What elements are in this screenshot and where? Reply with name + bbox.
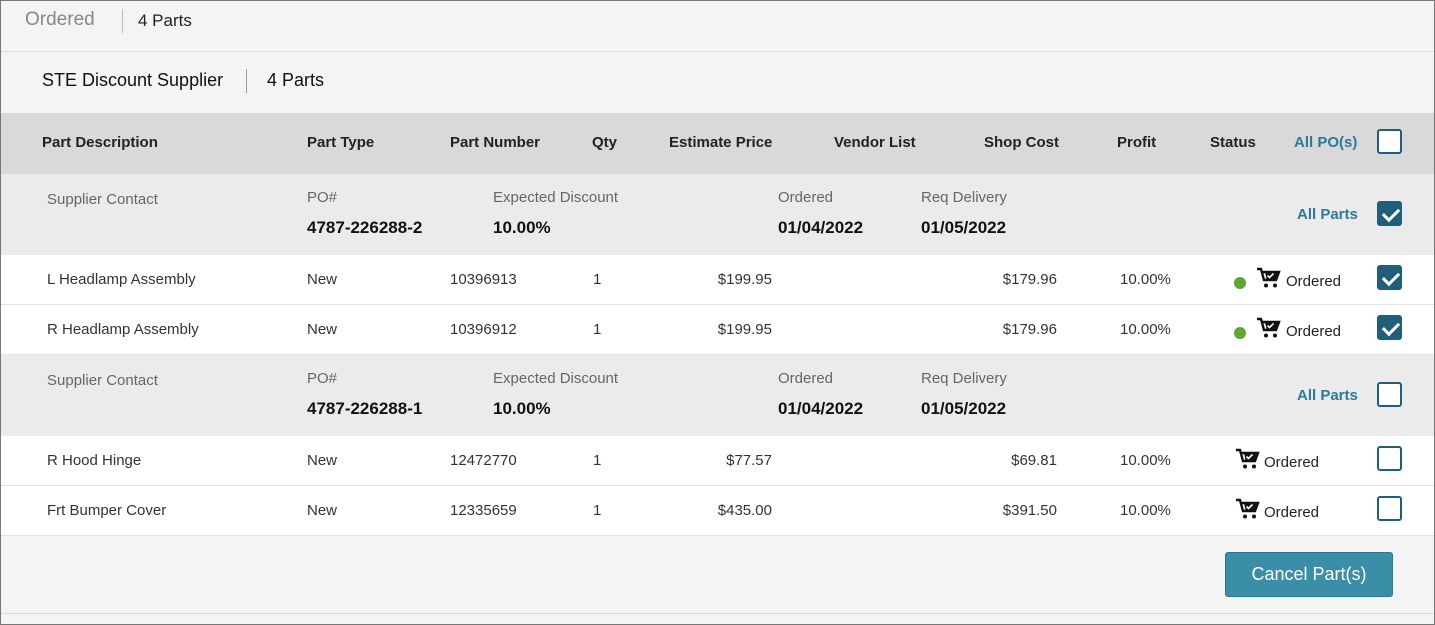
po-number-label: PO# (307, 189, 338, 206)
part-number: 10396912 (450, 321, 517, 338)
expected-discount-label: Expected Discount (493, 189, 619, 206)
po-number: 4787-226288-2 (307, 218, 423, 237)
expected-discount-label: Expected Discount (493, 370, 619, 387)
status-text: Ordered (1286, 323, 1342, 340)
ordered-date: 01/04/2022 (778, 218, 864, 237)
status-dot (1234, 327, 1246, 339)
ordered-date-label: Ordered (778, 370, 834, 387)
part-number: 10396913 (450, 271, 517, 288)
part-select-checkbox[interactable] (1377, 315, 1402, 340)
header-divider (122, 9, 123, 33)
col-estimate-price: Estimate Price (669, 134, 773, 151)
status-dot (1234, 277, 1246, 289)
part-row: R Hood Hinge New 12472770 1 $77.57 $69.81 10.0… (1, 436, 1434, 486)
part-description: L Headlamp Assembly (47, 271, 196, 288)
part-type: New (307, 271, 338, 288)
supplier-name: STE Discount Supplier (42, 70, 224, 90)
ordered-title: Ordered (25, 9, 95, 30)
all-parts-label[interactable]: All Parts (1297, 387, 1358, 404)
supplier-contact-label: Supplier Contact (47, 372, 158, 389)
supplier-header: STE Discount Supplier 4 Parts (1, 53, 1434, 113)
req-delivery-label: Req Delivery (921, 370, 1007, 387)
cart-ordered-icon (1235, 448, 1261, 470)
estimate-price: $77.57 (726, 452, 772, 469)
cancel-parts-button[interactable]: Cancel Part(s) (1225, 552, 1393, 597)
all-parts-checkbox[interactable] (1377, 201, 1402, 226)
shop-cost: $179.96 (1002, 321, 1057, 338)
all-parts-checkbox[interactable] (1377, 382, 1402, 407)
cart-ordered-icon (1256, 267, 1282, 289)
profit: 10.00% (1120, 321, 1171, 338)
req-delivery-date: 01/05/2022 (921, 218, 1007, 237)
status-cell: Ordered (1233, 317, 1353, 343)
status-text: Ordered (1286, 273, 1342, 290)
status-text: Ordered (1264, 454, 1320, 471)
req-delivery-label: Req Delivery (921, 189, 1007, 206)
status-cell: Ordered (1233, 498, 1353, 524)
part-select-checkbox[interactable] (1377, 496, 1402, 521)
po-group-row: Supplier Contact PO# 4787-226288-2 Expected… (1, 174, 1434, 255)
ordered-date: 01/04/2022 (778, 399, 864, 418)
all-parts-label[interactable]: All Parts (1297, 206, 1358, 223)
part-select-checkbox[interactable] (1377, 446, 1402, 471)
part-qty: 1 (593, 321, 602, 338)
part-number: 12335659 (450, 502, 517, 519)
col-vendor-list: Vendor List (834, 134, 916, 151)
part-row: R Headlamp Assembly New 10396912 1 $199.95 $1… (1, 305, 1434, 355)
shop-cost: $179.96 (1002, 271, 1057, 288)
expected-discount: 10.00% (493, 218, 551, 237)
part-description: R Hood Hinge (47, 452, 142, 469)
supplier-parts-count: 4 Parts (267, 70, 325, 90)
part-qty: 1 (593, 502, 602, 519)
part-type: New (307, 452, 338, 469)
ordered-header: Ordered 4 Parts (1, 1, 1434, 52)
ordered-parts-count: 4 Parts (138, 11, 192, 30)
supplier-divider (246, 69, 247, 93)
shop-cost: $69.81 (1011, 452, 1057, 469)
shop-cost: $391.50 (1002, 502, 1057, 519)
cart-ordered-icon (1235, 498, 1261, 520)
status-cell: Ordered (1233, 267, 1353, 293)
status-cell: Ordered (1233, 448, 1353, 474)
part-qty: 1 (593, 271, 602, 288)
po-number: 4787-226288-1 (307, 399, 423, 418)
part-type: New (307, 321, 338, 338)
col-status: Status (1210, 134, 1256, 151)
status-text: Ordered (1264, 504, 1320, 521)
col-part-type: Part Type (307, 134, 375, 151)
footer-bar: Cancel Part(s) (1, 536, 1434, 614)
part-description: R Headlamp Assembly (47, 321, 199, 338)
estimate-price: $199.95 (717, 271, 772, 288)
profit: 10.00% (1120, 452, 1171, 469)
profit: 10.00% (1120, 271, 1171, 288)
part-description: Frt Bumper Cover (47, 502, 167, 519)
col-qty: Qty (592, 134, 618, 151)
col-part-description: Part Description (42, 134, 158, 151)
req-delivery-date: 01/05/2022 (921, 399, 1007, 418)
profit: 10.00% (1120, 502, 1171, 519)
estimate-price: $435.00 (717, 502, 772, 519)
supplier-contact-label: Supplier Contact (47, 191, 158, 208)
part-row: L Headlamp Assembly New 10396913 1 $199.95 $1… (1, 255, 1434, 305)
part-row: Frt Bumper Cover New 12335659 1 $435.00 $391.… (1, 486, 1434, 536)
cart-ordered-icon (1256, 317, 1282, 339)
col-profit: Profit (1117, 134, 1157, 151)
all-pos-label[interactable]: All PO(s) (1294, 134, 1358, 151)
col-shop-cost: Shop Cost (984, 134, 1059, 151)
column-header-row: Part Description Part Type Part Number Q… (1, 113, 1434, 174)
estimate-price: $199.95 (717, 321, 772, 338)
col-part-number: Part Number (450, 134, 541, 151)
po-number-label: PO# (307, 370, 338, 387)
part-qty: 1 (593, 452, 602, 469)
part-type: New (307, 502, 338, 519)
expected-discount: 10.00% (493, 399, 551, 418)
all-pos-checkbox[interactable] (1377, 129, 1402, 154)
part-number: 12472770 (450, 452, 517, 469)
part-select-checkbox[interactable] (1377, 265, 1402, 290)
ordered-date-label: Ordered (778, 189, 834, 206)
po-group-row: Supplier Contact PO# 4787-226288-1 Expected… (1, 355, 1434, 436)
